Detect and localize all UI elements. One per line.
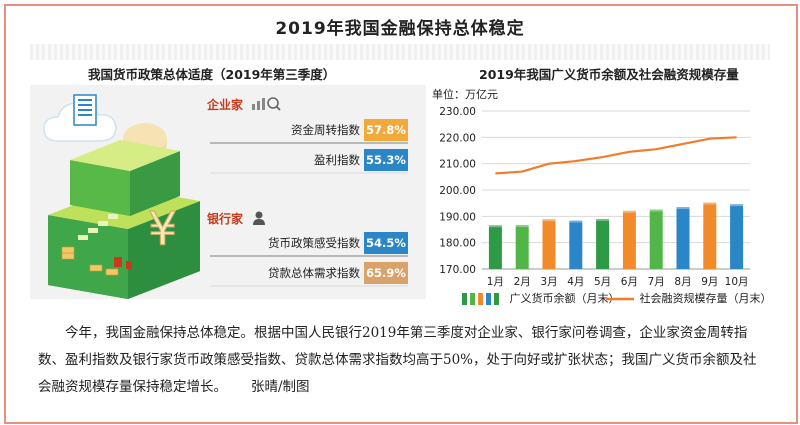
line-series — [495, 136, 737, 175]
group-bankers-label: 银行家 — [207, 212, 244, 226]
bar-highlight — [703, 202, 717, 205]
y-tick-label: 190.00 — [439, 211, 476, 223]
legend-bars-label: 广义货币余额（月末） — [509, 292, 620, 305]
legend-item-line: 社会融资规模存量（月末） — [606, 290, 772, 306]
legend-item-bars: 广义货币余额（月末） — [462, 290, 620, 306]
bar-highlight — [488, 225, 502, 228]
line-series-path — [495, 136, 737, 175]
group-entrepreneurs-label: 企业家 — [207, 98, 244, 112]
index-row-monetary-policy: 货币政策感受指数 54.5% — [210, 232, 408, 257]
x-tick-label: 10月 — [725, 276, 749, 288]
x-tick-label: 2月 — [514, 276, 531, 288]
index-value: 65.9% — [364, 262, 408, 284]
x-tick-label: 6月 — [621, 276, 638, 288]
group-entrepreneurs: 企业家 — [207, 96, 281, 115]
x-tick-label: 3月 — [540, 276, 557, 288]
group-bankers: 银行家 — [207, 210, 267, 229]
bar-highlight — [676, 207, 690, 210]
index-row-loan-demand: 贷款总体需求指数 65.9% — [210, 262, 408, 287]
bar — [542, 219, 556, 269]
y-tick-label: 220.00 — [439, 132, 476, 144]
index-label: 货币政策感受指数 — [268, 236, 360, 250]
left-subtitle: 我国货币政策总体适度（2019年第三季度） — [88, 67, 336, 82]
chart-tick-labels: 170.00 180.00 190.00 200.00 210.00 220.00 230.… — [439, 106, 748, 288]
y-tick-label: 210.00 — [439, 159, 476, 171]
bar — [596, 218, 610, 269]
bar — [622, 210, 636, 269]
bar-highlight — [542, 219, 556, 222]
svg-text:¥: ¥ — [148, 202, 177, 256]
chart-unit-label: 单位：万亿元 — [432, 87, 498, 101]
bar — [676, 207, 690, 269]
y-tick-label: 230.00 — [439, 106, 476, 118]
chart-title: 2019年我国广义货币余额及社会融资规模存量 — [479, 67, 739, 82]
index-label: 资金周转指数 — [291, 123, 360, 137]
bar-highlight — [515, 225, 529, 228]
policy-indices-panel: ¥ — [30, 85, 426, 299]
bar — [515, 225, 529, 269]
x-tick-label: 5月 — [594, 276, 611, 288]
bar — [569, 220, 583, 269]
banker-icon — [251, 210, 267, 229]
caption-text: 今年，我国金融保持总体稳定。根据中国人民银行2019年第三季度对企业家、银行家问… — [38, 325, 757, 395]
divider — [210, 255, 408, 257]
index-row-capital-turnover: 资金周转指数 57.8% — [210, 119, 408, 144]
isometric-finance-illustration: ¥ — [43, 94, 200, 299]
index-label: 盈利指数 — [314, 153, 360, 167]
index-row-profit: 盈利指数 55.3% — [210, 149, 408, 174]
legend-line-label: 社会融资规模存量（月末） — [639, 292, 772, 305]
index-value: 54.5% — [364, 232, 408, 254]
x-tick-label: 4月 — [567, 276, 584, 288]
divider — [210, 172, 408, 174]
money-supply-chart: 单位：万亿元 170.00 180.00 190.00 200.00 210.00 220… — [432, 87, 750, 288]
x-tick-label: 8月 — [674, 276, 691, 288]
bar-highlight — [730, 204, 744, 207]
x-tick-label: 1月 — [487, 276, 504, 288]
divider — [210, 285, 408, 287]
y-tick-label: 200.00 — [439, 185, 476, 197]
bar-highlight — [622, 210, 636, 213]
title-decoration — [30, 44, 770, 60]
legend-line-swatch — [606, 297, 634, 301]
bar — [730, 204, 744, 269]
y-tick-label: 180.00 — [439, 238, 476, 250]
y-tick-label: 170.00 — [439, 264, 476, 276]
poster-title: 2019年我国金融保持总体稳定 — [275, 19, 525, 39]
index-label: 贷款总体需求指数 — [268, 266, 360, 280]
bar — [703, 202, 717, 269]
bar-highlight — [649, 209, 663, 212]
x-tick-label: 9月 — [701, 276, 718, 288]
bar-highlight — [596, 218, 610, 221]
bar — [649, 209, 663, 269]
bar — [488, 225, 502, 269]
index-value: 55.3% — [364, 149, 408, 171]
x-tick-label: 7月 — [648, 276, 665, 288]
legend-bars-swatch — [462, 293, 499, 305]
caption-credit: 张晴/制图 — [251, 379, 310, 395]
bar-series — [488, 202, 744, 269]
bar-highlight — [569, 220, 583, 223]
index-value: 57.8% — [364, 119, 408, 141]
magnifier-chart-icon — [251, 96, 281, 115]
caption-paragraph: 今年，我国金融保持总体稳定。根据中国人民银行2019年第三季度对企业家、银行家问… — [38, 320, 768, 401]
divider — [210, 142, 408, 144]
